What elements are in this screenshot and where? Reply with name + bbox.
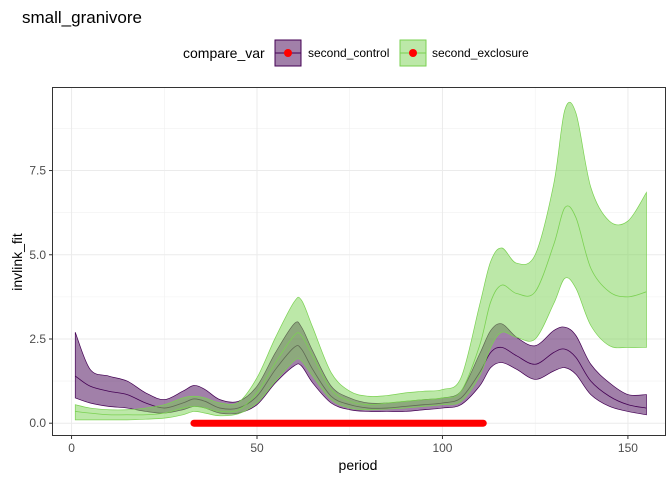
legend-key-second-control — [274, 39, 302, 67]
chart-title: small_granivore — [22, 8, 142, 27]
ribbon-second-exclosure — [74, 101, 647, 421]
fit-line-second-exclosure — [75, 205, 647, 416]
y-tick-label: 2.5 — [29, 332, 46, 346]
legend-label-second-control: second_control — [308, 46, 389, 60]
x-tick-label: 50 — [250, 441, 264, 455]
y-tick-label: 5.0 — [29, 248, 46, 262]
panel-border — [52, 87, 666, 436]
legend-title: compare_var — [183, 45, 265, 61]
x-axis-title: period — [339, 457, 378, 473]
y-tick-label: 0.0 — [29, 416, 46, 430]
legend-key-second-exclosure — [399, 39, 427, 67]
axis-ticks: 0 50 100 150 0.0 2.5 5.0 7.5 — [29, 164, 638, 455]
series-bands — [74, 101, 647, 421]
legend-label-second-exclosure: second_exclosure — [432, 46, 529, 60]
x-tick-label: 150 — [618, 441, 638, 455]
y-axis-title: invlink_fit — [9, 233, 25, 291]
y-tick-label: 7.5 — [29, 164, 46, 178]
x-tick-label: 0 — [68, 441, 75, 455]
x-tick-label: 100 — [432, 441, 452, 455]
legend: compare_var second_control second_exclos… — [183, 39, 529, 67]
